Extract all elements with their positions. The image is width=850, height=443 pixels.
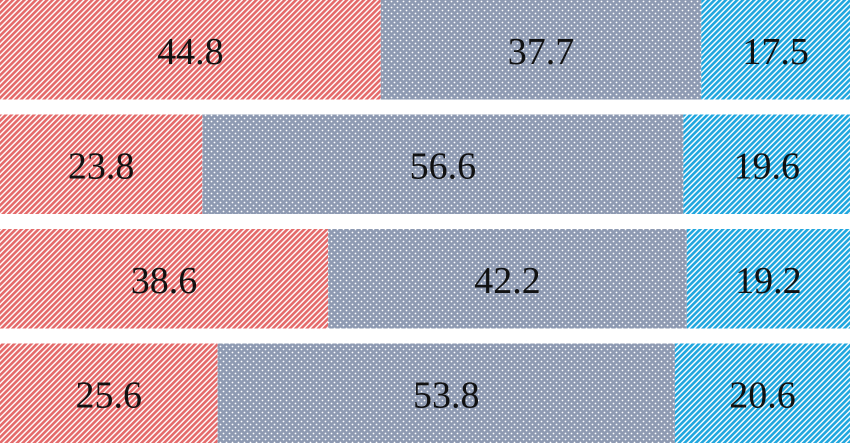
- bar-segment: [0, 343, 218, 443]
- value-label: 44.8: [157, 31, 224, 73]
- value-label: 53.8: [413, 374, 480, 416]
- value-label: 25.6: [76, 374, 143, 416]
- value-label: 19.6: [733, 145, 800, 187]
- bar-segment: [380, 0, 702, 100]
- bar-segment: [0, 229, 329, 329]
- bar-segment: [674, 343, 850, 443]
- value-label: 19.2: [735, 260, 802, 302]
- value-label: 42.2: [474, 260, 541, 302]
- value-label: 23.8: [68, 145, 135, 187]
- value-label: 17.5: [742, 31, 809, 73]
- bar-segment: [701, 0, 850, 100]
- bar-segment: [0, 0, 381, 100]
- bar-segment: [328, 229, 687, 329]
- bar-segment: [0, 114, 203, 214]
- value-label: 20.6: [729, 374, 796, 416]
- bar-segment: [217, 343, 675, 443]
- value-label: 56.6: [410, 145, 477, 187]
- bar-segment: [686, 229, 850, 329]
- bar-segment: [202, 114, 684, 214]
- bar-segment: [683, 114, 850, 214]
- value-label: 37.7: [508, 31, 575, 73]
- value-label: 38.6: [131, 260, 198, 302]
